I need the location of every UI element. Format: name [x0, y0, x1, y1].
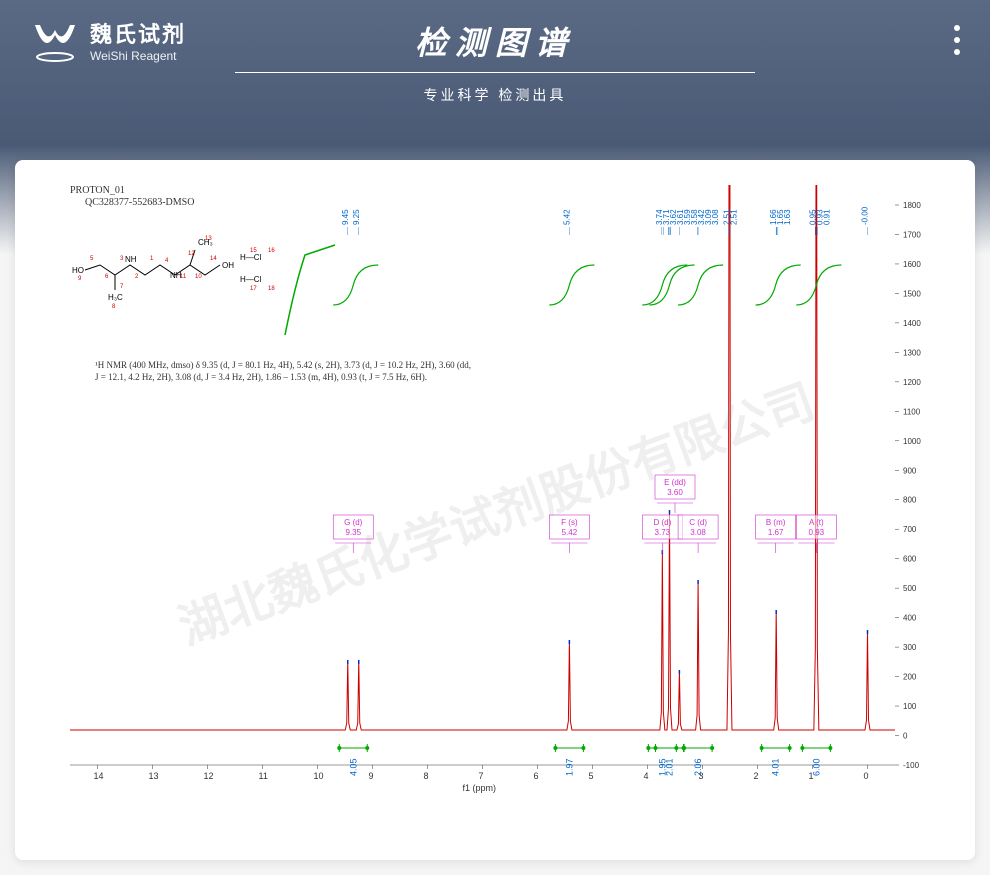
header: 魏氏试剂 WeiShi Reagent 检测图谱 专业科学 检测出具	[0, 0, 990, 145]
main-title: 检测图谱	[235, 18, 755, 64]
svg-text:9: 9	[369, 771, 374, 781]
svg-text:7: 7	[479, 771, 484, 781]
svg-text:10: 10	[314, 771, 324, 781]
svg-text:1500: 1500	[903, 289, 921, 298]
svg-text:400: 400	[903, 614, 917, 623]
svg-text:4: 4	[644, 771, 649, 781]
svg-text:0: 0	[903, 732, 908, 741]
svg-text:1100: 1100	[903, 407, 921, 416]
svg-text:5: 5	[589, 771, 594, 781]
svg-text:12: 12	[204, 771, 214, 781]
logo-icon	[30, 15, 80, 65]
svg-text:600: 600	[903, 555, 917, 564]
svg-text:0.91: 0.91	[822, 209, 831, 225]
svg-text:5.42: 5.42	[562, 528, 578, 537]
svg-text:B (m): B (m)	[766, 518, 786, 527]
svg-text:1.67: 1.67	[768, 528, 784, 537]
svg-text:6: 6	[534, 771, 539, 781]
svg-text:C (d): C (d)	[689, 518, 707, 527]
svg-text:9.45: 9.45	[341, 209, 350, 225]
svg-text:9.25: 9.25	[352, 209, 361, 225]
svg-text:1200: 1200	[903, 378, 921, 387]
svg-text:0: 0	[864, 771, 869, 781]
svg-text:3.08: 3.08	[711, 209, 720, 225]
svg-text:3.08: 3.08	[690, 528, 706, 537]
svg-text:D (d): D (d)	[653, 518, 671, 527]
svg-text:G (d): G (d)	[344, 518, 363, 527]
svg-text:500: 500	[903, 584, 917, 593]
nmr-spectrum: PROTON_01 QC328377-552683-DMSO HO NH NH …	[35, 185, 955, 845]
svg-text:9.35: 9.35	[345, 528, 361, 537]
svg-text:1300: 1300	[903, 348, 921, 357]
svg-text:300: 300	[903, 643, 917, 652]
svg-text:3.73: 3.73	[655, 528, 671, 537]
svg-text:2: 2	[754, 771, 759, 781]
spectrum-panel: 湖北魏氏化学试剂股份有限公司 PROTON_01 QC328377-552683…	[15, 160, 975, 860]
svg-text:800: 800	[903, 496, 917, 505]
svg-text:2.01: 2.01	[665, 758, 675, 776]
svg-text:2.51: 2.51	[729, 209, 738, 225]
svg-text:5.42: 5.42	[562, 209, 571, 225]
svg-text:-0.00: -0.00	[861, 206, 870, 225]
svg-text:200: 200	[903, 673, 917, 682]
svg-text:4.01: 4.01	[771, 758, 781, 776]
svg-text:100: 100	[903, 702, 917, 711]
subtitle: 专业科学 检测出具	[235, 85, 755, 105]
svg-text:-100: -100	[903, 761, 920, 770]
svg-text:1400: 1400	[903, 319, 921, 328]
svg-text:11: 11	[259, 771, 268, 781]
logo-text: 魏氏试剂 WeiShi Reagent	[90, 17, 186, 63]
svg-text:A (t): A (t)	[809, 518, 824, 527]
svg-text:3.60: 3.60	[667, 488, 683, 497]
plot-area: 1800170016001500140013001200110010009008…	[35, 185, 945, 845]
svg-text:8: 8	[424, 771, 429, 781]
svg-text:14: 14	[94, 771, 104, 781]
svg-text:13: 13	[149, 771, 159, 781]
svg-text:6.00: 6.00	[811, 758, 821, 776]
svg-text:2.06: 2.06	[693, 758, 703, 776]
title-divider	[235, 72, 755, 73]
logo-cn: 魏氏试剂	[90, 17, 186, 49]
content-area: 湖北魏氏化学试剂股份有限公司 PROTON_01 QC328377-552683…	[0, 145, 990, 875]
svg-text:f1 (ppm): f1 (ppm)	[463, 783, 497, 793]
svg-text:4.05: 4.05	[348, 758, 358, 776]
svg-text:F (s): F (s)	[561, 518, 578, 527]
svg-text:1.63: 1.63	[783, 209, 792, 225]
title-area: 检测图谱 专业科学 检测出具	[235, 18, 755, 105]
svg-text:E (dd): E (dd)	[664, 478, 686, 487]
svg-text:900: 900	[903, 466, 917, 475]
svg-text:0.93: 0.93	[809, 528, 825, 537]
svg-text:1800: 1800	[903, 201, 921, 210]
svg-text:1700: 1700	[903, 230, 921, 239]
svg-text:1.97: 1.97	[564, 758, 574, 776]
menu-icon[interactable]	[954, 25, 960, 55]
logo-en: WeiShi Reagent	[90, 49, 186, 63]
svg-text:1000: 1000	[903, 437, 921, 446]
svg-text:1600: 1600	[903, 260, 921, 269]
svg-text:700: 700	[903, 525, 917, 534]
